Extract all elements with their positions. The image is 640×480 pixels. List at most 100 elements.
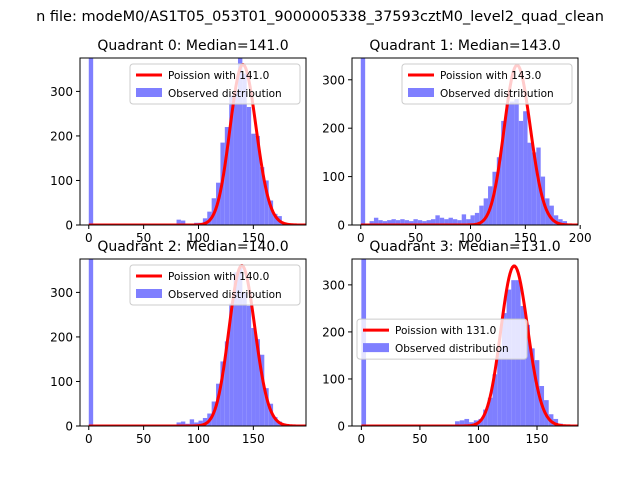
legend: Poission with 141.0 Observed distribution	[129, 63, 301, 105]
x-tick-label: 100	[187, 432, 210, 446]
hist-bar	[479, 205, 484, 225]
hist-bar	[273, 213, 278, 225]
hist-bar	[527, 142, 532, 225]
hist-bar	[229, 303, 234, 426]
hist-bar	[369, 221, 374, 225]
hist-bar	[487, 397, 493, 426]
x-tick-label: 0	[358, 432, 366, 446]
hist-bar	[404, 220, 410, 225]
y-tick-label: 0	[337, 219, 345, 233]
hist-bar	[233, 272, 238, 426]
y-tick-label: 200	[322, 122, 345, 136]
hist-bar	[176, 219, 181, 225]
hist-bar	[483, 198, 489, 225]
legend-fit-label: Poission with 131.0	[395, 325, 496, 337]
hist-bar	[255, 339, 260, 426]
hist-bar	[505, 103, 510, 225]
hist-bar	[558, 219, 563, 225]
hist-bar	[264, 388, 269, 426]
legend-hist-label: Observed distribution	[440, 88, 554, 100]
hist-bar	[496, 157, 502, 225]
legend-hist-swatch	[136, 88, 162, 97]
hist-bar	[409, 221, 414, 225]
legend-box	[356, 318, 528, 360]
hist-bar	[452, 219, 458, 225]
hist-bar	[501, 120, 506, 225]
hist-bar	[88, 259, 94, 426]
x-tick-label: 0	[85, 432, 93, 446]
hist-bar	[529, 348, 535, 426]
hist-bar	[459, 420, 465, 426]
legend-box	[129, 63, 301, 105]
hist-bar	[198, 420, 203, 426]
hist-bar	[229, 95, 234, 225]
hist-bar	[492, 374, 498, 426]
hist-bar	[562, 221, 568, 225]
hist-bar	[531, 152, 537, 225]
hist-bar	[518, 120, 524, 225]
hist-bar	[501, 313, 507, 426]
hist-bar	[373, 217, 379, 225]
hist-bar	[180, 220, 186, 225]
hist-bar	[413, 219, 418, 225]
legend-fit-label: Poission with 141.0	[168, 70, 269, 82]
hist-bar	[360, 58, 366, 225]
hist-bar	[525, 324, 530, 426]
y-tick-label: 200	[50, 330, 73, 344]
y-tick-label: 300	[50, 85, 73, 99]
x-tick-label: 150	[514, 231, 537, 245]
hist-bar	[242, 73, 247, 225]
hist-bar	[273, 417, 278, 426]
hist-bar	[246, 106, 252, 225]
y-tick-label: 300	[322, 278, 345, 292]
quadrant-0-plot: 0 50 100 150 0 100 200 300 Quadrant 0: Median=14…	[50, 38, 307, 245]
y-tick-label: 200	[322, 325, 345, 339]
legend-hist-swatch	[408, 88, 434, 97]
x-tick-label: 50	[408, 231, 423, 245]
legend: Poission with 143.0 Observed distribution	[401, 63, 573, 105]
quadrant-0-plot-area	[88, 58, 306, 225]
legend-hist-label: Observed distribution	[168, 88, 282, 100]
hist-bar	[264, 180, 269, 225]
hist-bar	[237, 58, 243, 225]
legend-hist-label: Observed distribution	[395, 343, 509, 355]
y-tick-label: 200	[50, 129, 73, 143]
legend-hist-label: Observed distribution	[168, 289, 282, 301]
hist-bar	[435, 215, 440, 225]
quadrant-1-plot: 0 50 100 150 200 0 100 200 300 Quadrant 1: Median…	[322, 38, 592, 245]
hist-bar	[220, 361, 225, 426]
hist-bar	[391, 219, 396, 225]
x-tick-label: 50	[412, 432, 427, 446]
hist-bar	[549, 205, 554, 225]
hist-bar	[417, 220, 423, 225]
hist-bar	[461, 214, 467, 225]
hist-bar	[176, 422, 181, 426]
hist-bar	[444, 219, 449, 225]
x-tick-label: 100	[467, 432, 490, 446]
hist-bar	[251, 133, 256, 225]
hist-bar	[457, 220, 462, 225]
hist-bar	[233, 91, 238, 225]
hist-bar	[553, 215, 559, 225]
y-tick-label: 0	[65, 219, 73, 233]
hist-bar	[224, 127, 230, 225]
hist-bar	[237, 267, 243, 426]
hist-bar	[202, 417, 208, 426]
hist-bar	[534, 360, 540, 426]
quadrant-1-plot-area	[360, 58, 578, 225]
x-tick-label: 50	[136, 231, 151, 245]
x-tick-label: 150	[242, 432, 265, 446]
y-tick-label: 100	[50, 375, 73, 389]
axes-frame	[79, 258, 307, 427]
hist-bar	[395, 220, 401, 225]
hist-bar	[378, 220, 383, 225]
hist-bar	[439, 217, 445, 225]
hist-bar	[514, 99, 519, 225]
hist-bar	[466, 219, 471, 225]
legend-hist-swatch	[363, 343, 389, 353]
y-tick-label: 300	[50, 286, 73, 300]
hist-bar	[520, 306, 526, 426]
hist-bar	[88, 58, 94, 225]
x-tick-label: 100	[187, 231, 210, 245]
y-tick-label: 0	[65, 420, 73, 434]
